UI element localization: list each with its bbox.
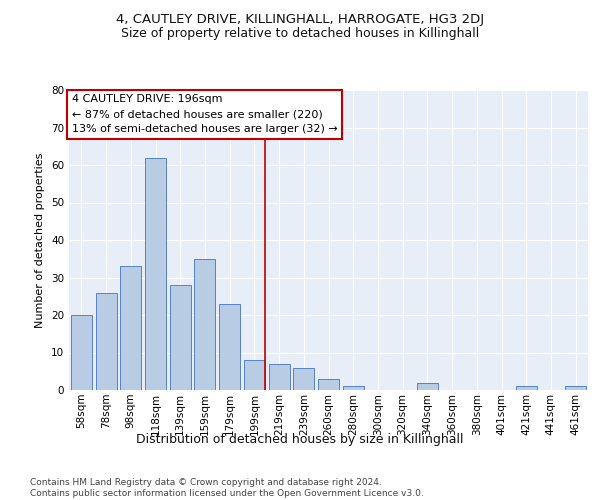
Bar <box>318 379 339 390</box>
Bar <box>219 304 240 390</box>
Bar <box>194 259 215 390</box>
Text: Distribution of detached houses by size in Killinghall: Distribution of detached houses by size … <box>136 432 464 446</box>
Bar <box>565 386 586 390</box>
Bar <box>145 158 166 390</box>
Bar <box>95 292 116 390</box>
Bar <box>71 315 92 390</box>
Bar <box>293 368 314 390</box>
Text: 4, CAUTLEY DRIVE, KILLINGHALL, HARROGATE, HG3 2DJ: 4, CAUTLEY DRIVE, KILLINGHALL, HARROGATE… <box>116 12 484 26</box>
Text: Contains HM Land Registry data © Crown copyright and database right 2024.
Contai: Contains HM Land Registry data © Crown c… <box>30 478 424 498</box>
Bar <box>170 285 191 390</box>
Text: Size of property relative to detached houses in Killinghall: Size of property relative to detached ho… <box>121 28 479 40</box>
Bar <box>269 364 290 390</box>
Bar <box>343 386 364 390</box>
Text: 4 CAUTLEY DRIVE: 196sqm
← 87% of detached houses are smaller (220)
13% of semi-d: 4 CAUTLEY DRIVE: 196sqm ← 87% of detache… <box>71 94 337 134</box>
Bar <box>417 382 438 390</box>
Bar <box>244 360 265 390</box>
Bar <box>120 266 141 390</box>
Y-axis label: Number of detached properties: Number of detached properties <box>35 152 46 328</box>
Bar <box>516 386 537 390</box>
